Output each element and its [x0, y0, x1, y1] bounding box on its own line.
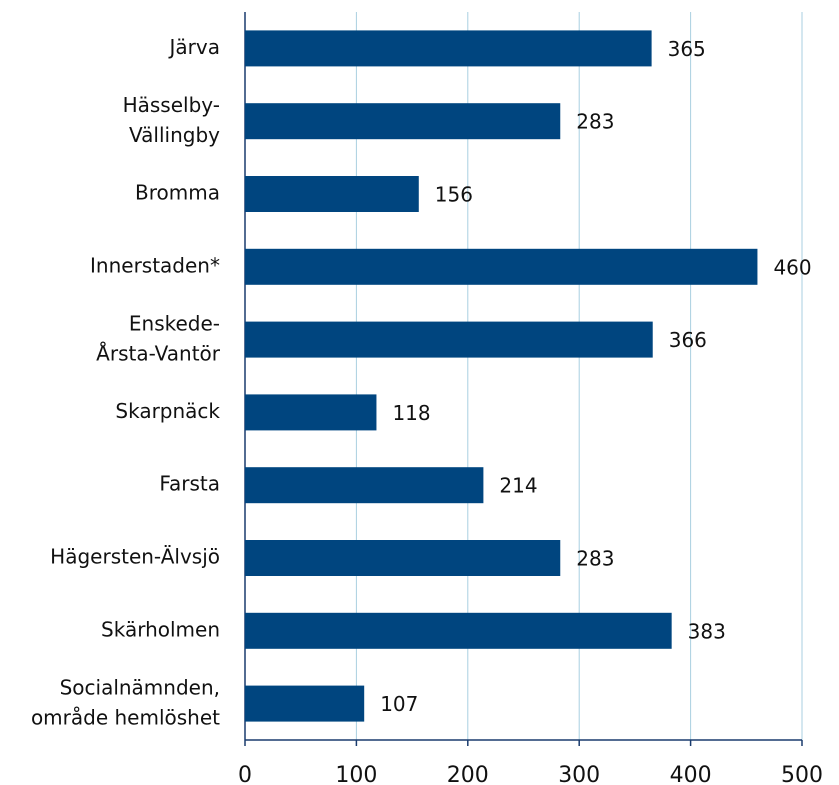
y-tick-label: Innerstaden* [90, 253, 220, 277]
y-tick-label: Hägersten-Älvsjö [50, 545, 220, 569]
y-tick-label: Skarpnäck [115, 399, 220, 423]
y-tick-label: Bromma [135, 181, 220, 205]
y-tick-label: Hässelby-Vällingby [123, 93, 221, 147]
bar [245, 321, 653, 358]
data-label: 283 [576, 547, 614, 571]
bar [245, 394, 377, 431]
data-label: 383 [688, 619, 726, 643]
data-label: 156 [435, 183, 473, 207]
data-label: 365 [668, 37, 706, 61]
x-tick-label: 400 [670, 763, 712, 785]
y-tick-label: Enskede-Årsta-Vantör [96, 311, 221, 365]
data-label: 460 [773, 255, 811, 279]
bar [245, 467, 484, 504]
data-label: 118 [392, 401, 430, 425]
data-label: 283 [576, 110, 614, 134]
data-label: 366 [669, 328, 707, 352]
bar [245, 685, 365, 722]
data-label: 107 [380, 692, 418, 716]
y-tick-label: Skärholmen [101, 617, 220, 641]
bar [245, 176, 419, 212]
bar [245, 540, 561, 576]
y-tick-label: Socialnämnden, område hemlöshet [31, 675, 220, 729]
bar [245, 30, 652, 67]
x-tick-label: 200 [447, 763, 489, 785]
bar [245, 248, 758, 285]
x-tick-label: 300 [558, 763, 600, 785]
x-tick-label: 100 [335, 763, 377, 785]
y-tick-label: Järva [168, 35, 220, 59]
x-tick-label: 0 [238, 763, 252, 785]
x-tick-label: 500 [781, 763, 823, 785]
bar [245, 103, 561, 140]
bar [245, 612, 672, 649]
y-tick-label: Farsta [159, 472, 220, 496]
data-label: 214 [499, 474, 537, 498]
